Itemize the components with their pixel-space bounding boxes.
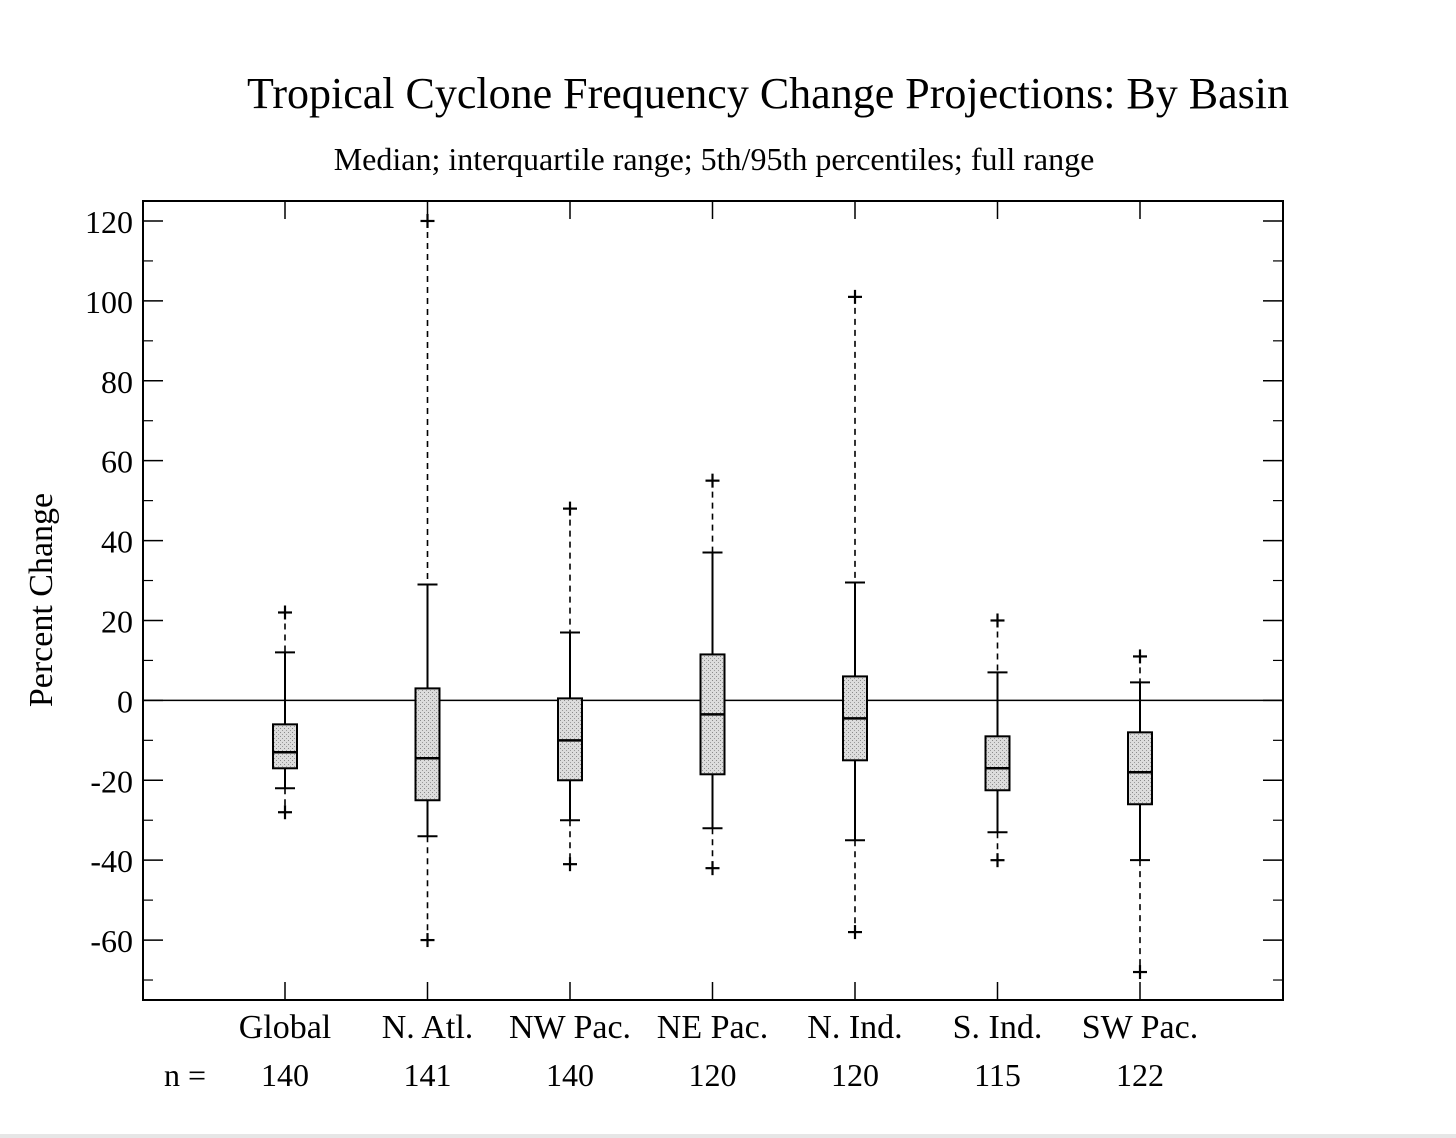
y-tick-label: 100 <box>85 284 133 320</box>
iqr-box <box>414 687 441 802</box>
y-tick-label: 20 <box>101 603 133 639</box>
category-label: SW Pac. <box>1082 1009 1198 1046</box>
iqr-box <box>984 735 1011 792</box>
category-label: N. Atl. <box>382 1009 474 1046</box>
box-6: S. Ind. 115 <box>953 201 1043 1093</box>
box-4: NE Pac. 120 <box>657 201 768 1093</box>
category-label: NE Pac. <box>657 1009 768 1046</box>
y-tick-label: 0 <box>117 683 133 719</box>
y-tick-label: 120 <box>85 204 133 240</box>
category-label: NW Pac. <box>509 1009 631 1046</box>
sample-count-label: 115 <box>974 1057 1021 1093</box>
y-tick-label: -60 <box>90 923 133 959</box>
y-tick-label: 80 <box>101 364 133 400</box>
y-tick-label: -40 <box>90 843 133 879</box>
category-label: N. Ind. <box>807 1009 902 1046</box>
y-axis-label: Percent Change <box>23 493 60 707</box>
category-label: Global <box>239 1009 332 1046</box>
y-tick-label: 40 <box>101 524 133 560</box>
sample-count-label: 140 <box>261 1057 309 1093</box>
chart-title: Tropical Cyclone Frequency Change Projec… <box>247 69 1289 118</box>
sample-count-label: 120 <box>831 1057 879 1093</box>
box-2: N. Atl. 141 <box>382 201 474 1093</box>
box-1: Global 140 <box>239 201 332 1093</box>
page-bottom-rule <box>0 1134 1456 1138</box>
chart-subtitle: Median; interquartile range; 5th/95th pe… <box>334 141 1095 177</box>
box-5: N. Ind. 120 <box>807 201 903 1093</box>
n-count-label: n = <box>164 1057 206 1093</box>
sample-count-label: 141 <box>404 1057 452 1093</box>
sample-count-label: 120 <box>689 1057 737 1093</box>
y-tick-label: -20 <box>90 763 133 799</box>
box-7: SW Pac. 122 <box>1082 201 1198 1093</box>
sample-count-label: 140 <box>546 1057 594 1093</box>
y-tick-label: 60 <box>101 444 133 480</box>
sample-count-label: 122 <box>1116 1057 1164 1093</box>
iqr-box <box>272 723 298 770</box>
category-label: S. Ind. <box>953 1009 1043 1046</box>
box-3: NW Pac. 140 <box>509 201 631 1093</box>
iqr-box <box>1127 731 1153 806</box>
